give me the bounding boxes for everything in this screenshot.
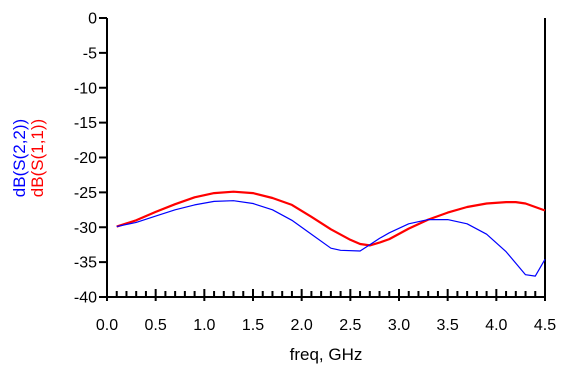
x-tick-label: 0.5 [145, 317, 167, 334]
series-line [116, 200, 546, 277]
y-tick-label: -5 [83, 45, 97, 62]
series-line [116, 190, 546, 247]
x-axis-title: freq, GHz [290, 345, 363, 364]
x-tick-label: 0.0 [96, 317, 118, 334]
x-tick-label: 4.5 [534, 317, 556, 334]
x-tick-label: 2.0 [291, 317, 313, 334]
x-tick-label: 2.5 [339, 317, 361, 334]
x-tick-label: 1.5 [242, 317, 264, 334]
y-tick-label: -15 [74, 115, 97, 132]
y-tick-label: -30 [74, 220, 97, 237]
plot-axes: 0 -5 -10 -15 -20 -25 -30 -35 -40 0.0 0.5 1.0 1.5 2.0 2… [74, 11, 556, 335]
axis-labels: freq, GHz dB(S(2,2)) dB(S(1,1)) [10, 119, 362, 364]
y-tick-label: 0 [88, 11, 97, 28]
x-tick-label: 1.0 [193, 317, 215, 334]
y-tick-label: -35 [74, 255, 97, 272]
x-tick-label: 4.0 [485, 317, 507, 334]
y-axis-title: dB(S(1,1)) [28, 119, 47, 197]
y-tick-label: -40 [74, 290, 97, 307]
series-layer [116, 190, 546, 277]
x-tick-label: 3.5 [437, 317, 459, 334]
y-tick-label: -10 [74, 80, 97, 97]
x-tick-label: 3.0 [388, 317, 410, 334]
y-axis-title: dB(S(2,2)) [10, 119, 29, 197]
y-tick-label: -20 [74, 150, 97, 167]
y-tick-label: -25 [74, 185, 97, 202]
